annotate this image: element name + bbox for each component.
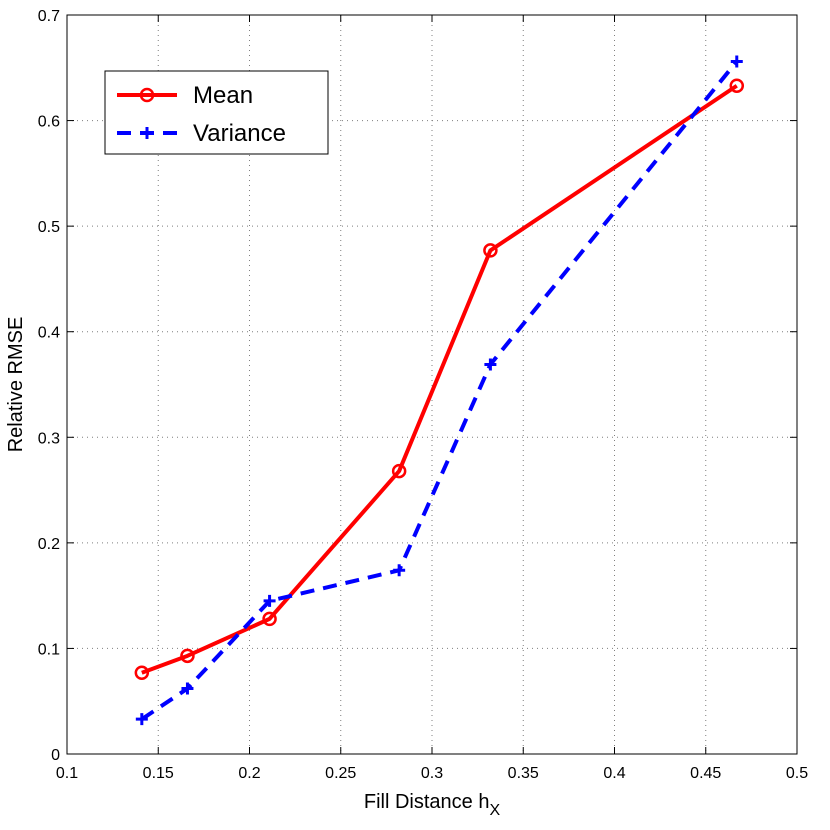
x-tick-label: 0.3 — [421, 765, 443, 782]
point-variance — [393, 564, 406, 577]
series-mean — [134, 78, 745, 680]
y-tick-label: 0.7 — [38, 8, 60, 25]
y-tick-label: 0.6 — [38, 114, 60, 131]
legend-label-mean: Mean — [193, 82, 253, 109]
point-variance — [181, 682, 194, 695]
y-tick-label: 0.2 — [38, 536, 60, 553]
point-mean — [180, 648, 195, 664]
y-axis-label: Relative RMSE — [5, 317, 27, 453]
x-axis-label: Fill Distance hX — [364, 791, 501, 819]
x-tick-label: 0.5 — [786, 765, 808, 782]
point-variance — [730, 55, 743, 68]
x-axis-label-main: Fill Distance h — [364, 791, 490, 813]
y-tick-label: 0.4 — [38, 325, 60, 342]
tick-labels: 0.1 0.15 0.2 0.25 0.3 0.35 0.4 0.45 0.500.10.20.… — [38, 8, 808, 782]
point-legend-variance — [141, 127, 153, 139]
point-variance — [263, 594, 276, 607]
x-tick-label: 0.25 — [325, 765, 356, 782]
legend-item-mean: Mean — [117, 82, 253, 109]
point-mean — [483, 243, 498, 258]
y-tick-label: 0.3 — [38, 430, 60, 447]
y-tick-label: 0.5 — [38, 219, 60, 236]
point-mean — [134, 665, 150, 680]
point-mean — [391, 463, 407, 479]
series-line-variance — [140, 60, 739, 721]
legend-box — [104, 70, 329, 155]
point-mean — [262, 611, 277, 627]
point-variance — [484, 358, 497, 371]
x-tick-label: 0.2 — [238, 765, 260, 782]
point-variance — [135, 713, 148, 726]
series-variance — [135, 55, 743, 726]
legend-label-variance: Variance — [193, 120, 286, 147]
legend-items: Mean Variance — [117, 82, 286, 147]
y-tick-label: 0.1 — [38, 641, 60, 658]
x-tick-label: 0.35 — [508, 765, 539, 782]
x-tick-label: 0.15 — [143, 765, 174, 782]
point-legend-mean — [139, 87, 155, 103]
x-axis-label-subscript: X — [489, 802, 500, 819]
y-tick-label: 0 — [51, 747, 60, 764]
ticks — [66, 14, 798, 755]
grid — [67, 15, 797, 754]
legend-item-variance: Variance — [117, 120, 286, 147]
series-layer — [134, 55, 745, 726]
x-tick-label: 0.45 — [690, 765, 721, 782]
x-tick-label: 0.4 — [603, 765, 625, 782]
legend: Mean Variance — [104, 70, 329, 155]
x-tick-label: 0.1 — [56, 765, 78, 782]
point-mean — [729, 78, 745, 93]
series-line-mean — [141, 84, 738, 675]
